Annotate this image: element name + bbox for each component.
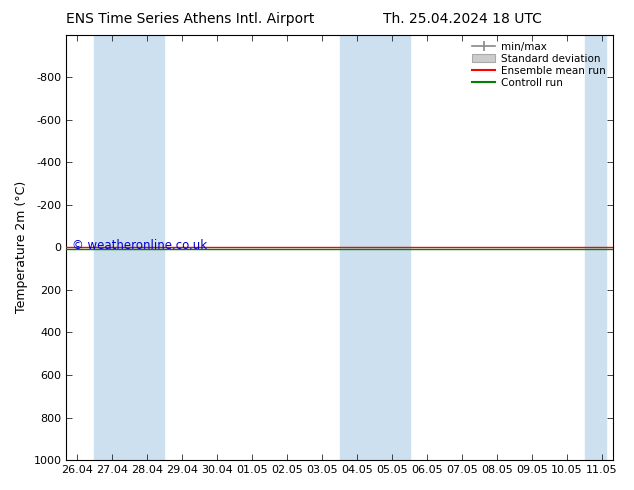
- Bar: [340, 35, 410, 460]
- Bar: [94, 35, 164, 460]
- Bar: [585, 35, 605, 460]
- Text: Th. 25.04.2024 18 UTC: Th. 25.04.2024 18 UTC: [384, 12, 542, 26]
- Legend: min/max, Standard deviation, Ensemble mean run, Controll run: min/max, Standard deviation, Ensemble me…: [470, 40, 607, 90]
- Y-axis label: Temperature 2m (°C): Temperature 2m (°C): [15, 181, 28, 314]
- Text: © weatheronline.co.uk: © weatheronline.co.uk: [72, 239, 207, 252]
- Text: ENS Time Series Athens Intl. Airport: ENS Time Series Athens Intl. Airport: [66, 12, 314, 26]
